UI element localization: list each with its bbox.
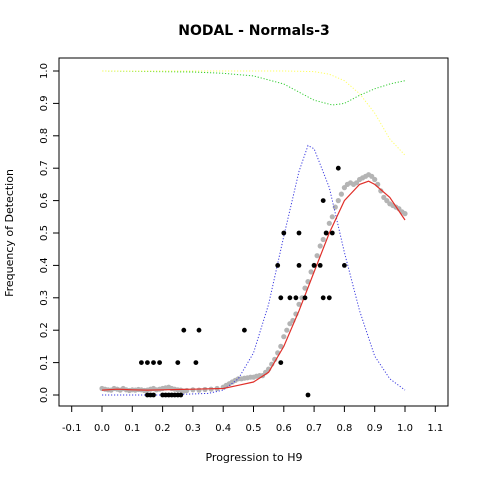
x-tick-label: 0.0 — [94, 423, 110, 434]
series-observed-point — [151, 392, 156, 398]
series-observed-point — [329, 230, 335, 236]
series-observed-point — [193, 360, 199, 365]
series-smoothed-point — [302, 285, 308, 291]
series-smoothed-point — [196, 387, 202, 393]
x-tick-label: 0.4 — [215, 423, 231, 434]
series-smoothed-point — [320, 236, 326, 243]
y-axis-label: Frequency of Detection — [3, 169, 16, 297]
series-observed-point — [196, 327, 202, 333]
series-observed-point — [175, 360, 181, 365]
x-tick-label: 1.1 — [427, 423, 443, 434]
series-observed-point — [242, 327, 247, 333]
y-tick-label: 0.0 — [39, 387, 50, 403]
series-smoothed-point — [353, 180, 360, 186]
series-smoothed-point — [338, 191, 344, 197]
series-observed-point — [181, 327, 187, 333]
y-tick-label: 0.3 — [39, 290, 50, 306]
y-tick-label: 1.0 — [39, 63, 50, 79]
x-tick-label: 0.1 — [124, 423, 140, 434]
x-tick-label: 1.0 — [397, 423, 413, 434]
series-observed-point — [145, 360, 150, 365]
series-smoothed-point — [317, 243, 323, 249]
series-observed-point — [275, 263, 281, 268]
y-tick-label: 0.8 — [39, 128, 50, 144]
x-tick-label: 0.2 — [155, 423, 171, 434]
series-smoothed-point — [372, 176, 378, 183]
series-observed-point — [320, 295, 326, 301]
x-tick-label: 0.8 — [336, 423, 352, 434]
y-axis: 0.0 0.1 0.2 0.3 0.4 0.5 0.6 0.7 0.8 0.9 1.0 — [39, 63, 60, 403]
x-tick-label: -0.1 — [62, 423, 82, 434]
x-tick-label: 0.6 — [276, 423, 292, 434]
y-tick-label: 0.6 — [39, 193, 50, 209]
y-tick-label: 0.2 — [39, 322, 50, 338]
series-observed-point — [335, 165, 341, 171]
series-smoothed-point — [326, 220, 332, 226]
series-observed-point — [296, 230, 302, 236]
series-observed-point — [302, 295, 308, 301]
series-observed-point — [342, 263, 347, 268]
series-smoothed-point — [278, 343, 284, 349]
series-smoothed-point — [332, 204, 338, 210]
series-observed-point — [320, 198, 326, 204]
series-smoothed-point — [284, 327, 290, 333]
series-density-line — [102, 144, 406, 396]
series-smoothed-point — [308, 269, 314, 275]
plot-frame — [58, 57, 449, 407]
series-observed-point — [281, 230, 287, 236]
series-observed-point — [293, 295, 299, 301]
series-smoothed-point — [335, 198, 341, 204]
series-observed-point — [157, 360, 163, 365]
series-smoothed-point — [314, 253, 320, 259]
series-smoothed-point — [329, 214, 335, 220]
series-smoothed-point — [281, 334, 287, 340]
series-observed-point — [305, 392, 311, 398]
series-observed-point — [278, 295, 284, 301]
series-smoothed-point — [184, 387, 190, 394]
series-smoothed-point — [378, 188, 384, 194]
series-observed-point — [311, 263, 317, 268]
y-tick-label: 0.1 — [39, 355, 50, 371]
x-tick-label: 0.3 — [185, 423, 201, 434]
series-observed-point — [278, 360, 284, 365]
y-tick-label: 0.4 — [39, 257, 50, 273]
plot-area — [99, 70, 408, 398]
x-tick-label: 0.9 — [367, 423, 383, 434]
series-smoothed-point — [202, 386, 208, 393]
series-observed-point — [317, 263, 323, 268]
x-axis: -0.1 0.0 0.1 0.2 0.3 0.4 0.5 0.6 0.7 0.8 0.9 1.0 1.1 — [62, 405, 443, 434]
x-tick-label: 0.5 — [246, 423, 262, 434]
series-observed-point — [326, 295, 332, 301]
x-tick-label: 0.7 — [306, 423, 322, 434]
y-tick-label: 0.7 — [39, 160, 50, 176]
series-fit-line — [101, 180, 406, 391]
chart-title: NODAL - Normals-3 — [178, 23, 330, 39]
series-observed-point — [296, 263, 302, 268]
y-tick-label: 0.9 — [39, 95, 50, 111]
series-observed-point — [178, 392, 184, 398]
series-observed-point — [151, 360, 156, 365]
series-smoothed-point — [296, 301, 302, 307]
series-observed-point — [323, 230, 329, 236]
x-axis-label: Progression to H9 — [205, 451, 302, 464]
y-tick-label: 0.5 — [39, 225, 50, 241]
series-observed-point — [287, 295, 293, 301]
series-green-line — [101, 70, 406, 106]
series-smoothed-point — [402, 211, 408, 217]
series-observed-point — [139, 360, 144, 365]
series-yellow-line — [102, 70, 406, 156]
